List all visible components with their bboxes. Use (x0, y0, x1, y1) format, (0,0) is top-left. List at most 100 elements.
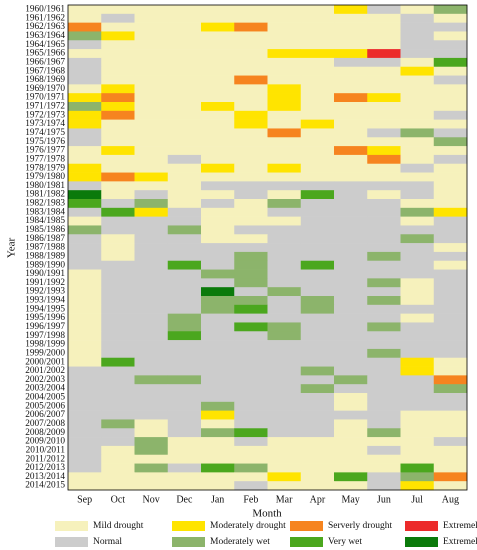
heatmap-cell (101, 181, 135, 191)
y-tick-label: 1995/1996 (25, 313, 65, 323)
x-tick-label: Nov (143, 494, 160, 505)
heatmap-cell (101, 172, 135, 182)
heatmap-cell (433, 375, 468, 385)
heatmap-cell (400, 216, 435, 226)
heatmap-cell (234, 172, 268, 182)
heatmap-cell (334, 22, 368, 32)
heatmap-cell (234, 260, 268, 270)
heatmap-cell (234, 340, 268, 350)
heatmap-cell (167, 137, 202, 147)
heatmap-cell (367, 428, 401, 438)
heatmap-cell (433, 481, 468, 491)
heatmap-cell (400, 146, 435, 156)
y-tick-label: 2010/2011 (26, 445, 66, 455)
heatmap-cell (400, 331, 435, 341)
y-tick-label: 1990/1991 (25, 269, 65, 279)
legend-swatch (290, 521, 323, 531)
heatmap-cell (433, 393, 468, 403)
heatmap-cell (267, 119, 302, 129)
heatmap-cell (234, 207, 268, 217)
heatmap-cell (68, 102, 102, 112)
y-tick-label: 1971/1972 (25, 102, 65, 112)
heatmap-cell (433, 260, 468, 270)
heatmap-cell (101, 278, 135, 288)
heatmap-cell (267, 128, 302, 138)
heatmap-cell (201, 49, 235, 59)
heatmap-cell (433, 146, 468, 156)
heatmap-cell (134, 393, 169, 403)
heatmap-cell (68, 481, 102, 491)
heatmap-cell (433, 66, 468, 76)
y-tick-label: 1984/1985 (25, 216, 65, 226)
y-tick-label: 2002/2003 (25, 375, 65, 385)
heatmap-cell (300, 348, 335, 359)
y-tick-label: 1996/1997 (25, 322, 65, 332)
heatmap-cell (367, 278, 401, 288)
heatmap-cell (433, 75, 468, 85)
heatmap-cell (433, 357, 468, 367)
heatmap-cell (267, 304, 302, 314)
heatmap-cell (300, 243, 335, 253)
heatmap-cell (167, 331, 202, 341)
heatmap-cell (101, 472, 135, 482)
heatmap-cell (433, 225, 468, 235)
heatmap-cell (101, 22, 135, 32)
heatmap-cell (300, 260, 335, 270)
heatmap-cell (68, 49, 102, 59)
heatmap-cell (201, 199, 235, 209)
heatmap-cell (433, 278, 468, 288)
heatmap-cell (201, 428, 235, 438)
heatmap-cell (300, 22, 335, 32)
heatmap-cell (433, 102, 468, 112)
heatmap-cell (234, 251, 268, 262)
heatmap-cell (267, 225, 302, 235)
heatmap-cell (68, 128, 102, 138)
y-tick-label: 1994/1995 (25, 304, 65, 314)
heatmap-cell (433, 119, 468, 129)
heatmap-cell (167, 5, 202, 15)
x-tick-label: Dec (176, 494, 193, 505)
heatmap-cell (334, 234, 368, 244)
heatmap-cell (334, 463, 368, 473)
heatmap-cell (400, 154, 435, 165)
heatmap-cell (300, 322, 335, 332)
heatmap-cell (201, 22, 235, 32)
heatmap-cell (201, 119, 235, 129)
heatmap-cell (134, 154, 169, 165)
heatmap-cell (367, 410, 401, 420)
heatmap-cell (101, 348, 135, 359)
heatmap-cell (433, 137, 468, 147)
y-tick-label: 1998/1999 (25, 340, 65, 350)
heatmap-cell (134, 84, 169, 94)
heatmap-cell (367, 172, 401, 182)
heatmap-cell (267, 322, 302, 332)
heatmap-cell (334, 172, 368, 182)
heatmap-cell (167, 102, 202, 112)
heatmap-cell (367, 331, 401, 341)
x-tick-label: Feb (243, 494, 258, 505)
heatmap-cell (400, 410, 435, 420)
heatmap-cell (433, 366, 468, 376)
heatmap-cell (101, 287, 135, 297)
heatmap-cell (300, 13, 335, 23)
heatmap-cell (201, 66, 235, 76)
legend-label: Very wet (328, 537, 362, 547)
heatmap-cell (134, 463, 169, 473)
heatmap-cell (433, 348, 468, 359)
heatmap-cell (433, 463, 468, 473)
heatmap-cell (101, 375, 135, 385)
heatmap-cell (167, 375, 202, 385)
heatmap-cell (300, 57, 335, 68)
heatmap-cell (334, 287, 368, 297)
heatmap-cell (300, 93, 335, 103)
heatmap-cell (400, 260, 435, 270)
heatmap-cell (101, 340, 135, 350)
heatmap-cell (367, 128, 401, 138)
heatmap-cell (167, 163, 202, 173)
heatmap-cell (334, 340, 368, 350)
heatmap-cell (134, 5, 169, 15)
heatmap-cell (134, 66, 169, 76)
heatmap-cell (433, 454, 468, 464)
heatmap-cell (400, 428, 435, 438)
heatmap-cell (167, 366, 202, 376)
